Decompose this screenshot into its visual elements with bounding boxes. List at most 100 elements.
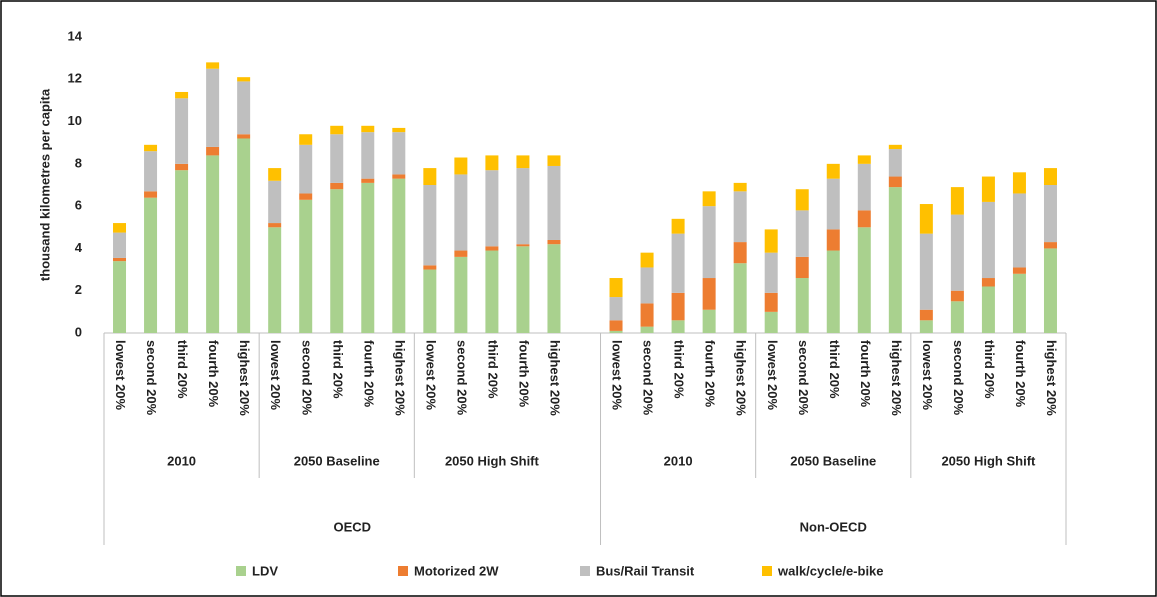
x-tick-label: highest 20% [237, 340, 252, 416]
x-tick-label: fourth 20% [858, 340, 873, 408]
bar-segment [609, 297, 623, 321]
bar-segment [454, 256, 468, 333]
bar-segment [175, 91, 189, 99]
bar-segment [733, 263, 747, 333]
bar-segment [547, 239, 561, 245]
bar-segment [361, 178, 375, 183]
bar-segment [144, 197, 158, 333]
bar-segment [547, 244, 561, 333]
x-tick-label: second 20% [299, 340, 314, 416]
bar-segment [299, 144, 313, 194]
bar-segment [423, 168, 437, 185]
bar-segment [423, 265, 437, 270]
bar-segment [640, 303, 654, 327]
bar-segment [826, 163, 840, 179]
group-label: OECD [333, 519, 371, 534]
bar-segment [330, 125, 344, 135]
subgroup-label: 2010 [167, 453, 196, 468]
x-tick-label: second 20% [144, 340, 159, 416]
x-tick-label: second 20% [796, 340, 811, 416]
bar-segment [516, 244, 530, 247]
bar-segment [981, 176, 995, 202]
bar-segment [454, 174, 468, 251]
bar-segment [702, 191, 716, 207]
y-tick-label: 10 [68, 113, 82, 128]
y-tick-label: 4 [75, 240, 83, 255]
bar-segment [144, 144, 158, 152]
x-tick-label: third 20% [175, 340, 190, 399]
bar-segment [1012, 172, 1026, 194]
legend-label: Bus/Rail Transit [596, 563, 695, 578]
bar-segment [981, 278, 995, 287]
x-tick-label: third 20% [827, 340, 842, 399]
bar-segment [268, 180, 282, 224]
bar-segment [950, 214, 964, 291]
bar-segment [919, 320, 933, 333]
bar-segment [113, 261, 127, 333]
bar-segment [733, 191, 747, 243]
bar-segment [702, 206, 716, 279]
bar-segment [175, 170, 189, 333]
bar-segment [113, 232, 127, 258]
bar-segment [609, 330, 623, 333]
x-tick-label: second 20% [454, 340, 469, 416]
bar-segment [702, 309, 716, 333]
bar-segment [764, 292, 778, 312]
x-tick-label: lowest 20% [268, 340, 283, 411]
x-tick-label: highest 20% [1044, 340, 1059, 416]
bar-segment [144, 191, 158, 198]
bar-segment [640, 252, 654, 268]
bar-segment [950, 301, 964, 333]
bar-segment [516, 246, 530, 333]
bar-segment [919, 233, 933, 310]
bar-segment [795, 210, 809, 257]
bar-segment [795, 189, 809, 211]
x-tick-label: third 20% [982, 340, 997, 399]
bar-segment [330, 189, 344, 333]
bar-segment [268, 223, 282, 228]
subgroup-label: 2050 High Shift [941, 453, 1036, 468]
x-tick-label: third 20% [330, 340, 345, 399]
x-tick-label: third 20% [485, 340, 500, 399]
bar-segment [392, 178, 406, 333]
bar-segment [206, 146, 220, 156]
bar-segment [671, 233, 685, 293]
bar-segment [516, 168, 530, 245]
bar-segment [547, 155, 561, 166]
bar-segment [1043, 248, 1057, 333]
bar-segment [454, 157, 468, 175]
subgroup-label: 2050 High Shift [445, 453, 540, 468]
bar-segment [392, 127, 406, 133]
x-tick-label: lowest 20% [765, 340, 780, 411]
legend-swatch [580, 566, 590, 576]
bar-segment [1012, 273, 1026, 333]
bar-segment [299, 134, 313, 145]
bar-segment [764, 229, 778, 253]
bar-segment [764, 252, 778, 293]
bar-segment [299, 199, 313, 333]
bar-segment [981, 286, 995, 333]
bar-segment [888, 187, 902, 333]
bar-segment [826, 229, 840, 251]
bar-segment [888, 149, 902, 177]
bar-segment [206, 62, 220, 69]
bar-segment [485, 155, 499, 171]
x-tick-label: lowest 20% [423, 340, 438, 411]
bar-segment [733, 182, 747, 192]
bar-segment [857, 155, 871, 164]
bar-segment [361, 132, 375, 179]
y-tick-label: 2 [75, 282, 82, 297]
y-tick-label: 14 [68, 28, 83, 43]
bar-segment [113, 257, 127, 262]
bar-segment [609, 320, 623, 331]
bar-segment [1012, 193, 1026, 268]
bar-segment [361, 182, 375, 333]
bar-segment [1043, 242, 1057, 249]
y-tick-label: 0 [75, 324, 82, 339]
bar-segment [113, 223, 127, 233]
bar-segment [888, 176, 902, 188]
bar-segment [609, 278, 623, 298]
bar-segment [826, 250, 840, 333]
bar-segment [423, 269, 437, 333]
x-tick-label: highest 20% [392, 340, 407, 416]
